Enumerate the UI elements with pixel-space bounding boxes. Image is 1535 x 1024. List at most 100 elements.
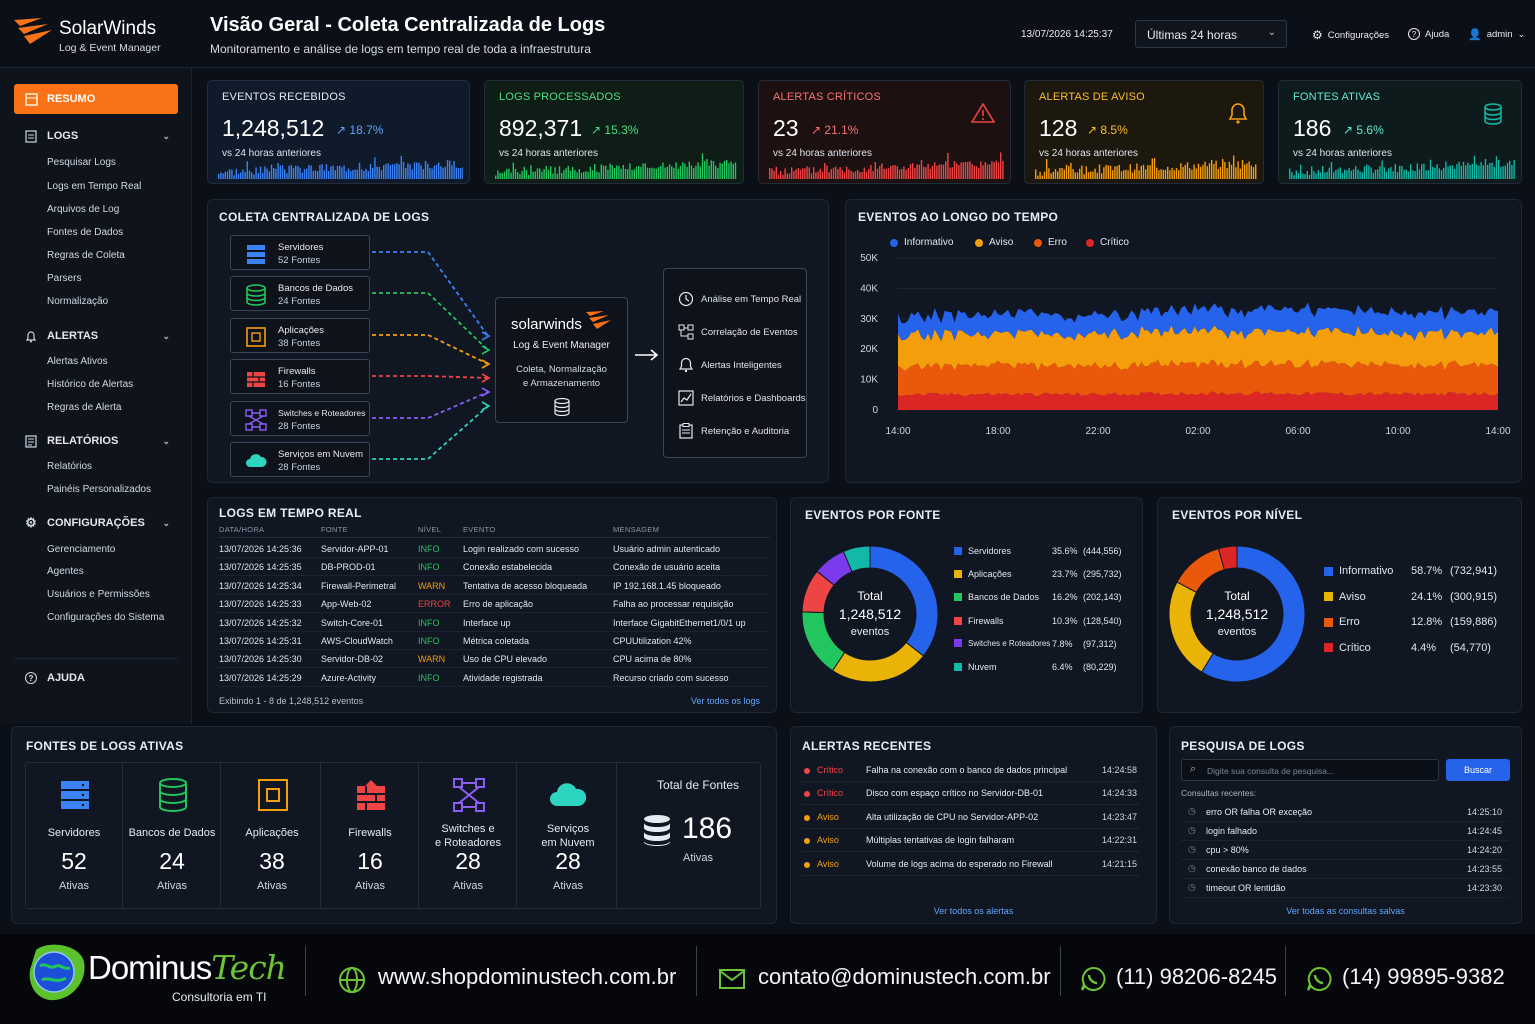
sidebar-subitem[interactable]: Usuários e Permissões xyxy=(47,589,150,600)
cell-source: AWS-CloudWatch xyxy=(321,636,393,646)
table-row[interactable]: 13/07/2026 14:25:33 App-Web-02 ERROR Err… xyxy=(218,595,770,614)
spark-bar xyxy=(635,166,638,179)
sidebar-item-logs[interactable]: LOGS ⌄ xyxy=(14,123,178,149)
spark-bar xyxy=(354,169,356,179)
source-column[interactable]: Aplicações 38 Ativas xyxy=(224,762,321,908)
time-range-select[interactable]: Últimas 24 horas ⌄ xyxy=(1135,20,1287,48)
spark-bar xyxy=(1255,164,1257,179)
bell-icon xyxy=(678,357,694,373)
spark-bar xyxy=(521,170,523,179)
alert-dot-icon xyxy=(804,861,810,868)
spark-bar xyxy=(519,174,521,179)
sidebar-item-configuracoes[interactable]: ⚙ CONFIGURAÇÕES ⌄ xyxy=(14,510,178,536)
alert-row[interactable]: Crítico Falha na conexão com o banco de … xyxy=(802,760,1140,782)
settings-button[interactable]: ⚙ Configurações xyxy=(1312,28,1389,42)
recent-query-row[interactable]: ◷ cpu > 80% 14:24:20 xyxy=(1181,841,1509,860)
spark-bar xyxy=(534,171,536,179)
recent-query-row[interactable]: ◷ timeout OR lentidão 14:23:30 xyxy=(1181,879,1509,898)
sidebar-item-relatorios[interactable]: RELATÓRIOS ⌄ xyxy=(14,428,178,454)
history-icon: ◷ xyxy=(1188,882,1196,892)
source-count: 16 Fontes xyxy=(278,379,321,390)
sidebar-label: RELATÓRIOS xyxy=(47,435,119,447)
sidebar-item-resumo[interactable]: RESUMO xyxy=(14,84,178,114)
spark-bar xyxy=(624,168,627,179)
search-input[interactable]: ⌕ Digite sua consulta de pesquisa... xyxy=(1181,759,1439,781)
table-row[interactable]: 13/07/2026 14:25:32 Switch-Core-01 INFO … xyxy=(218,614,770,632)
footer-phone-2[interactable]: (14) 99895-9382 xyxy=(1342,964,1505,989)
sidebar-subitem[interactable]: Relatórios xyxy=(47,461,93,472)
y-tick-label: 40K xyxy=(860,283,878,294)
source-column[interactable]: Servidores 52 Ativas xyxy=(26,762,123,908)
view-saved-queries-link[interactable]: Ver todas as consultas salvas xyxy=(1286,906,1405,916)
sidebar-subitem[interactable]: Configurações do Sistema xyxy=(47,612,165,623)
spark-bar xyxy=(1414,171,1416,179)
sidebar-subitem[interactable]: Pesquisar Logs xyxy=(47,157,116,168)
legend-pct: 10.3% xyxy=(1052,615,1078,626)
footer-phone-1[interactable]: (11) 98206-8245 xyxy=(1116,964,1278,989)
sidebar-subitem[interactable]: Arquivos de Log xyxy=(47,204,120,215)
table-row[interactable]: 13/07/2026 14:25:35 DB-PROD-01 INFO Cone… xyxy=(218,558,770,577)
table-row[interactable]: 13/07/2026 14:25:31 AWS-CloudWatch INFO … xyxy=(218,632,770,650)
sidebar-item-alertas[interactable]: ALERTAS ⌄ xyxy=(14,323,178,349)
spark-bar xyxy=(1145,169,1147,179)
user-menu[interactable]: 👤 admin ⌄ xyxy=(1468,28,1525,41)
spark-bar xyxy=(341,167,343,179)
sidebar-subitem[interactable]: Regras de Alerta xyxy=(47,402,122,413)
sidebar-subitem[interactable]: Parsers xyxy=(47,273,82,284)
table-row[interactable]: 13/07/2026 14:25:36 Servidor-APP-01 INFO… xyxy=(218,540,770,558)
spark-bar xyxy=(706,158,708,179)
sidebar-subitem[interactable]: Agentes xyxy=(47,566,84,577)
source-name: Aplicações xyxy=(278,325,324,336)
sidebar-subitem[interactable]: Alertas Ativos xyxy=(47,356,108,367)
source-column[interactable]: Firewalls 16 Ativas xyxy=(322,762,419,908)
help-circle-icon: ? xyxy=(1408,28,1420,40)
spark-bar xyxy=(1202,164,1204,179)
spark-bar xyxy=(898,169,901,179)
footer-site[interactable]: www.shopdominustech.com.br xyxy=(378,964,677,989)
source-column[interactable]: Switches e e Roteadores 28 Ativas xyxy=(420,762,517,908)
spark-bar xyxy=(1438,168,1440,179)
alert-row[interactable]: Aviso Volume de logs acima do esperado n… xyxy=(802,854,1140,876)
alert-row[interactable]: Aviso Múltiplas tentativas de login falh… xyxy=(802,830,1140,853)
source-column[interactable]: Serviços em Nuvem 28 Ativas xyxy=(520,762,617,908)
active-sources-title: FONTES DE LOGS ATIVAS xyxy=(26,739,184,753)
sidebar-subitem[interactable]: Gerenciamento xyxy=(47,544,116,555)
footer-email[interactable]: contato@dominustech.com.br xyxy=(758,964,1051,989)
view-all-logs-link[interactable]: Ver todos os logs xyxy=(691,696,761,706)
spark-bar xyxy=(1217,168,1219,179)
spark-bar xyxy=(418,162,420,179)
sidebar-subitem[interactable]: Painéis Personalizados xyxy=(47,484,151,495)
footer-divider xyxy=(1285,946,1286,996)
sidebar-label: RESUMO xyxy=(47,93,96,105)
spark-bar xyxy=(556,173,558,179)
query-text: erro OR falha OR exceção xyxy=(1206,807,1313,817)
source-column[interactable]: Bancos de Dados 24 Ativas xyxy=(124,762,221,908)
view-all-alerts-link[interactable]: Ver todos os alertas xyxy=(933,906,1014,916)
alert-row[interactable]: Aviso Alta utilização de CPU no Servidor… xyxy=(802,807,1140,829)
spark-bar xyxy=(1399,165,1401,179)
sidebar-subitem[interactable]: Fontes de Dados xyxy=(47,227,124,238)
footer-divider xyxy=(305,946,306,996)
sidebar-item-ajuda[interactable]: ? AJUDA xyxy=(14,665,178,691)
sidebar-subitem[interactable]: Regras de Coleta xyxy=(47,250,125,261)
spark-bar xyxy=(558,166,561,179)
sidebar-subitem[interactable]: Normalização xyxy=(47,296,109,307)
recent-query-row[interactable]: ◷ erro OR falha OR exceção 14:25:10 xyxy=(1181,803,1509,822)
spark-bar xyxy=(777,174,780,179)
spark-bar xyxy=(978,167,980,179)
spark-bar xyxy=(627,169,629,179)
source-name: Servidores xyxy=(278,242,324,253)
table-row[interactable]: 13/07/2026 14:25:30 Servidor-DB-02 WARN … xyxy=(218,650,770,669)
alert-row[interactable]: Crítico Disco com espaço crítico no Serv… xyxy=(802,783,1140,806)
search-button[interactable]: Buscar xyxy=(1446,759,1510,781)
sidebar-subitem[interactable]: Logs em Tempo Real xyxy=(47,181,142,192)
sidebar-subitem[interactable]: Histórico de Alertas xyxy=(47,379,134,390)
table-row[interactable]: 13/07/2026 14:25:34 Firewall-Perimetral … xyxy=(218,577,770,595)
spark-bar xyxy=(1127,170,1129,179)
table-row[interactable]: 13/07/2026 14:25:29 Azure-Activity INFO … xyxy=(218,669,770,687)
recent-query-row[interactable]: ◷ login falhado 14:24:45 xyxy=(1181,822,1509,841)
spark-bar xyxy=(664,167,666,179)
help-button[interactable]: ? Ajuda xyxy=(1408,28,1449,40)
spark-bar xyxy=(343,165,345,179)
recent-query-row[interactable]: ◷ conexão banco de dados 14:23:55 xyxy=(1181,860,1509,879)
